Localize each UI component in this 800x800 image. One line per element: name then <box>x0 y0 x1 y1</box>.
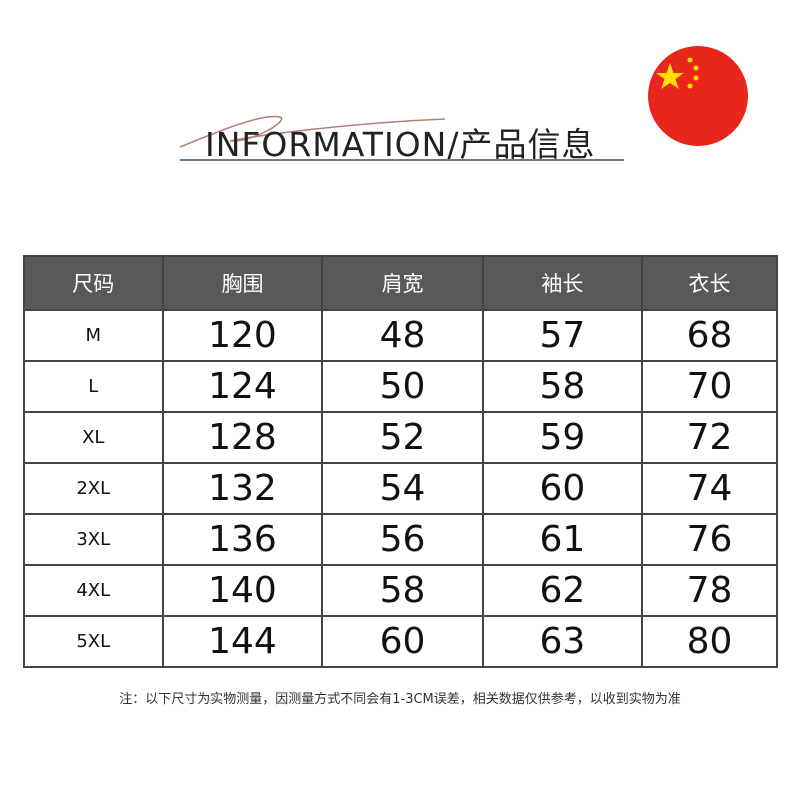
size-cell: L <box>23 360 164 413</box>
measurement-cell: 76 <box>641 513 778 566</box>
measurement-cell: 68 <box>641 309 778 362</box>
measurement-cell: 63 <box>481 615 644 668</box>
page-title: INFORMATION/产品信息 <box>205 125 596 164</box>
column-header: 胸围 <box>161 255 324 311</box>
measurement-cell: 144 <box>161 615 324 668</box>
measurement-cell: 59 <box>481 411 644 464</box>
size-cell: 5XL <box>23 615 164 668</box>
measurement-cell: 140 <box>161 564 324 617</box>
measurement-cell: 54 <box>321 462 484 515</box>
size-cell: M <box>23 309 164 362</box>
table-row: 2XL 132 54 60 74 <box>23 462 778 515</box>
measurement-cell: 120 <box>161 309 324 362</box>
measurement-cell: 74 <box>641 462 778 515</box>
column-header: 衣长 <box>641 255 778 311</box>
table-header-row: 尺码 胸围 肩宽 袖长 衣长 <box>23 255 778 311</box>
table-row: 4XL 140 58 62 78 <box>23 564 778 617</box>
size-cell: 2XL <box>23 462 164 515</box>
table-row: 3XL 136 56 61 76 <box>23 513 778 566</box>
measurement-cell: 62 <box>481 564 644 617</box>
size-chart-table: 尺码 胸围 肩宽 袖长 衣长 M 120 48 57 68 L 124 50 58 70 XL 128 52 59… <box>23 255 778 668</box>
table-row: L 124 50 58 70 <box>23 360 778 413</box>
table-row: XL 128 52 59 72 <box>23 411 778 464</box>
measurement-cell: 50 <box>321 360 484 413</box>
china-flag-icon <box>648 46 748 146</box>
table-row: 5XL 144 60 63 80 <box>23 615 778 668</box>
measurement-note: 注：以下尺寸为实物测量，因测量方式不同会有1-3CM误差，相关数据仅供参考，以收… <box>119 692 681 707</box>
size-cell: 3XL <box>23 513 164 566</box>
measurement-cell: 48 <box>321 309 484 362</box>
measurement-cell: 58 <box>481 360 644 413</box>
measurement-cell: 58 <box>321 564 484 617</box>
measurement-cell: 52 <box>321 411 484 464</box>
title-underline <box>180 159 624 161</box>
measurement-cell: 78 <box>641 564 778 617</box>
measurement-cell: 80 <box>641 615 778 668</box>
measurement-cell: 60 <box>481 462 644 515</box>
column-header: 肩宽 <box>321 255 484 311</box>
size-cell: 4XL <box>23 564 164 617</box>
measurement-cell: 70 <box>641 360 778 413</box>
measurement-cell: 61 <box>481 513 644 566</box>
measurement-cell: 60 <box>321 615 484 668</box>
decorative-swoosh <box>179 115 446 148</box>
size-cell: XL <box>23 411 164 464</box>
column-header: 袖长 <box>481 255 644 311</box>
measurement-cell: 57 <box>481 309 644 362</box>
measurement-cell: 124 <box>161 360 324 413</box>
measurement-cell: 128 <box>161 411 324 464</box>
measurement-cell: 56 <box>321 513 484 566</box>
column-header: 尺码 <box>23 255 164 311</box>
measurement-cell: 132 <box>161 462 324 515</box>
table-row: M 120 48 57 68 <box>23 309 778 362</box>
measurement-cell: 72 <box>641 411 778 464</box>
measurement-cell: 136 <box>161 513 324 566</box>
